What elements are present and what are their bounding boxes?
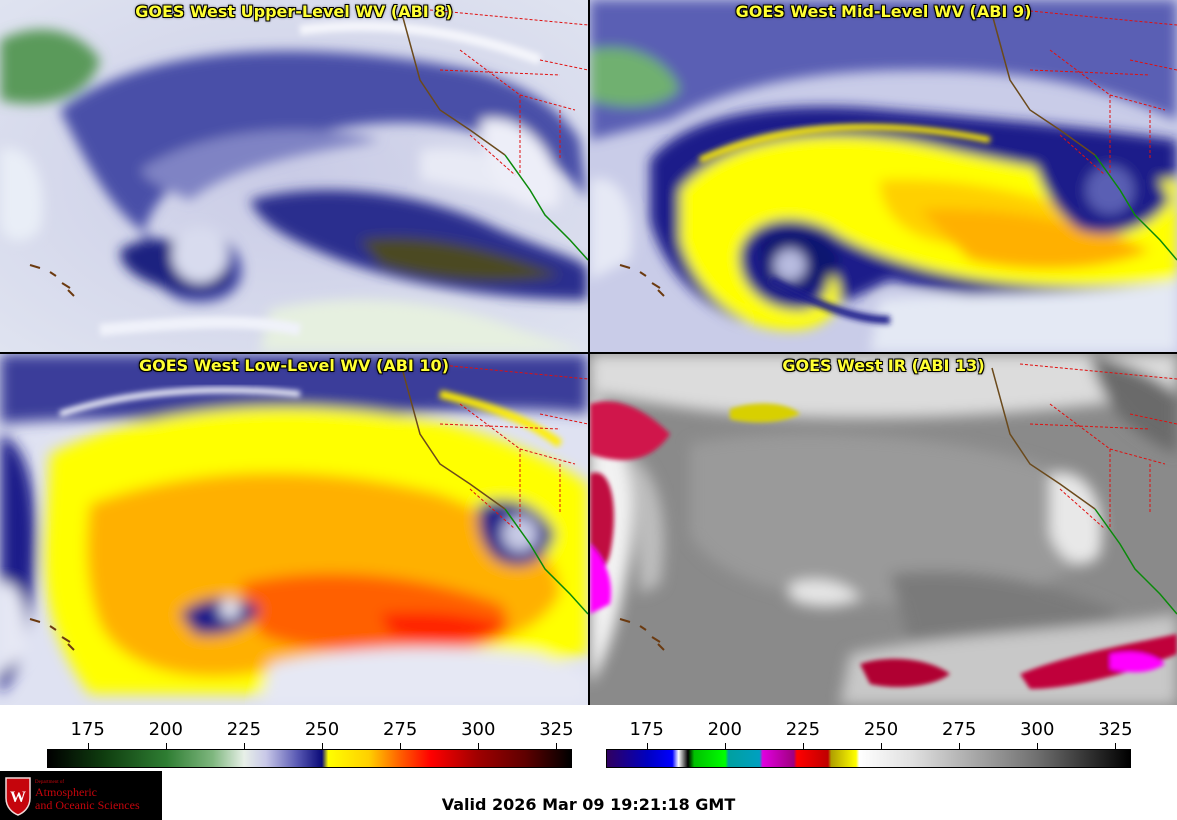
wv-tick-mark-250 bbox=[322, 743, 323, 749]
ir-tick-label-200: 200 bbox=[707, 719, 742, 740]
low-level-wv-image bbox=[0, 354, 588, 705]
ir-tick-label-275: 275 bbox=[941, 719, 977, 740]
upper-level-wv-image bbox=[0, 0, 588, 352]
ir-tick-mark-300 bbox=[1037, 743, 1039, 749]
ir-tick-mark-175 bbox=[646, 743, 648, 749]
ir-colorbar-strip bbox=[606, 749, 1131, 768]
ir-colorbar: 175 200 225 250 275 300 325 bbox=[590, 705, 1177, 775]
panel-mid-level-wv: GOES West Mid-Level WV (ABI 9) bbox=[590, 0, 1177, 352]
wv-tick-label-175: 175 bbox=[70, 719, 105, 740]
wv-tick-mark-300 bbox=[478, 743, 480, 749]
panel-title-mid: GOES West Mid-Level WV (ABI 9) bbox=[735, 2, 1032, 21]
ir-tick-mark-275 bbox=[959, 743, 961, 749]
panel-ir: GOES West IR (ABI 13) bbox=[590, 354, 1177, 705]
valid-time: Valid 2026 Mar 09 19:21:18 GMT bbox=[441, 795, 736, 814]
mid-level-wv-image bbox=[590, 0, 1177, 352]
wv-tick-mark-325 bbox=[556, 743, 558, 749]
ir-tick-mark-200 bbox=[724, 743, 726, 749]
ir-tick-label-175: 175 bbox=[629, 719, 664, 740]
ir-colorbar-ticks: 175 200 225 250 275 300 325 bbox=[590, 705, 1177, 749]
wv-tick-label-250: 250 bbox=[304, 719, 340, 740]
uw-crest-icon: W bbox=[5, 777, 31, 816]
ir-tick-mark-250 bbox=[881, 743, 882, 749]
panel-divider-horizontal bbox=[0, 352, 1177, 354]
wv-tick-mark-225 bbox=[243, 743, 245, 749]
svg-text:W: W bbox=[10, 789, 26, 806]
wv-colorbar: 175 200 225 250 275 300 325 bbox=[0, 705, 588, 775]
panel-title-upper: GOES West Upper-Level WV (ABI 8) bbox=[135, 2, 453, 21]
logo-name-text: Atmospheric and Oceanic Sciences bbox=[35, 786, 140, 812]
panel-upper-level-wv: GOES West Upper-Level WV (ABI 8) bbox=[0, 0, 588, 352]
panel-title-low: GOES West Low-Level WV (ABI 10) bbox=[138, 356, 449, 375]
wv-colorbar-ticks: 175 200 225 250 275 300 325 bbox=[0, 705, 588, 749]
panel-low-level-wv: GOES West Low-Level WV (ABI 10) bbox=[0, 354, 588, 705]
logo-line-2: and Oceanic Sciences bbox=[35, 798, 140, 812]
ir-tick-mark-225 bbox=[802, 743, 804, 749]
aos-logo[interactable]: W Department of Atmospheric and Oceanic … bbox=[0, 771, 162, 820]
ir-image bbox=[590, 354, 1177, 705]
wv-tick-mark-275 bbox=[400, 743, 402, 749]
ir-tick-label-325: 325 bbox=[1098, 719, 1133, 740]
wv-tick-mark-200 bbox=[165, 743, 167, 749]
wv-tick-label-225: 225 bbox=[226, 719, 262, 740]
wv-tick-label-200: 200 bbox=[148, 719, 183, 740]
wv-tick-label-275: 275 bbox=[382, 719, 418, 740]
wv-tick-mark-175 bbox=[87, 743, 89, 749]
wv-colorbar-strip bbox=[47, 749, 572, 768]
wv-tick-label-300: 300 bbox=[461, 719, 496, 740]
logo-line-1: Atmospheric bbox=[35, 785, 97, 799]
ir-tick-mark-325 bbox=[1115, 743, 1117, 749]
logo-dept-text: Department of bbox=[35, 780, 65, 785]
ir-tick-label-300: 300 bbox=[1020, 719, 1055, 740]
wv-tick-label-325: 325 bbox=[539, 719, 574, 740]
ir-tick-label-250: 250 bbox=[863, 719, 899, 740]
panel-title-ir: GOES West IR (ABI 13) bbox=[782, 356, 985, 375]
ir-tick-label-225: 225 bbox=[785, 719, 821, 740]
